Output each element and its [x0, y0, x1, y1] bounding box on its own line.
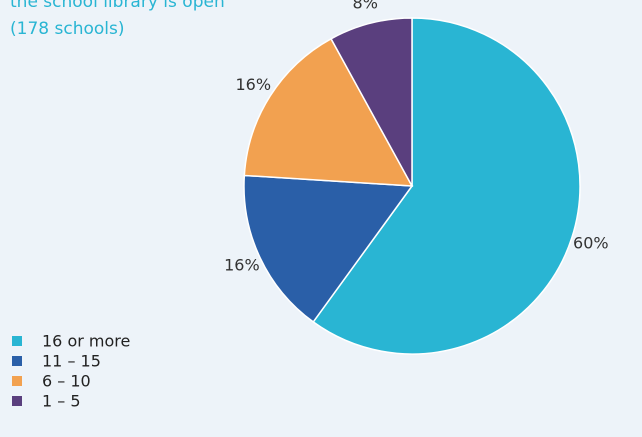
data-label: 8% — [353, 0, 378, 12]
chart-title: the school library is open — [10, 0, 225, 12]
data-label: 60% — [573, 234, 609, 253]
data-label: 16% — [224, 256, 260, 275]
pie-slice — [330, 17, 413, 187]
data-label: 16% — [235, 75, 271, 94]
pie-slice — [243, 37, 414, 187]
legend-label: 6 – 10 — [42, 372, 91, 391]
pie-slice — [312, 17, 581, 355]
legend-swatch — [12, 336, 22, 346]
legend-label: 11 – 15 — [42, 352, 101, 371]
legend-label: 1 – 5 — [42, 392, 81, 411]
legend-swatch — [12, 356, 22, 366]
legend-label: 16 or more — [42, 332, 130, 351]
chart-subtitle: (178 schools) — [10, 19, 124, 39]
legend-swatch — [12, 396, 22, 406]
legend-swatch — [12, 376, 22, 386]
pie-slice — [243, 174, 414, 323]
